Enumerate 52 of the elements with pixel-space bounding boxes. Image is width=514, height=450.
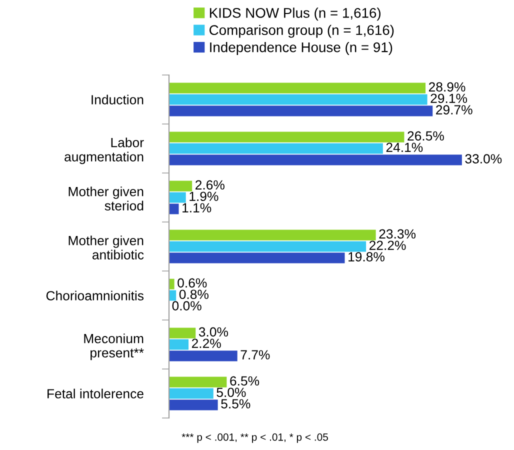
data-label: 23.3%	[379, 229, 416, 239]
data-label: 33.0%	[465, 154, 502, 164]
bar	[169, 180, 192, 192]
bar	[169, 376, 227, 388]
text: *** p < .001, ** p < .01, * p < .05	[182, 433, 328, 443]
data-label: 1.9%	[190, 192, 218, 202]
legend-label: Comparison group (n = 1,616)	[210, 24, 394, 38]
data-label: 5.5%	[221, 399, 250, 408]
data-label: 2.2%	[192, 338, 221, 348]
data-label: 29.7%	[436, 105, 472, 114]
data-label: 7.7%	[240, 350, 270, 360]
data-label: 0.6%	[178, 278, 207, 288]
y-tick-label: Induction	[92, 94, 144, 104]
data-label: 5.0%	[216, 388, 246, 398]
data-label: 19.8%	[348, 252, 384, 262]
bar	[169, 400, 218, 410]
data-label: 3.0%	[198, 327, 228, 337]
data-label: 1.1%	[182, 203, 212, 212]
data-label: 22.2%	[369, 240, 406, 250]
bar	[169, 204, 179, 214]
bar	[169, 132, 404, 142]
data-label: 28.9%	[428, 82, 466, 92]
bar	[169, 143, 383, 154]
bar	[169, 154, 462, 166]
data-label: 26.5%	[408, 131, 444, 141]
bar	[169, 278, 174, 290]
bar	[169, 230, 376, 240]
legend-label: Independence House (n = 91)	[210, 42, 392, 55]
bar	[169, 252, 345, 264]
y-tick-label: Mother given steriod	[68, 186, 144, 210]
y-tick-label: Chorioamnionitis	[46, 290, 144, 300]
bar	[169, 290, 176, 301]
y-tick-label: Mother given antibiotic	[68, 236, 144, 260]
bar	[169, 192, 186, 203]
y-tick-label: Meconium present**	[84, 334, 144, 360]
bar	[169, 388, 214, 399]
data-label: 0.8%	[179, 290, 208, 300]
y-tick-label: Fetal intolerence	[48, 388, 144, 398]
bar	[169, 328, 196, 338]
bar	[169, 94, 428, 105]
bar	[169, 82, 426, 94]
y-tick-label: Labor augmentation	[64, 138, 144, 164]
bar	[169, 241, 366, 252]
data-label: 2.6%	[196, 180, 224, 190]
data-label: 0.0%	[172, 301, 202, 310]
bar	[169, 339, 189, 350]
bar	[169, 350, 238, 362]
data-label: 24.1%	[386, 142, 423, 152]
data-label: 6.5%	[230, 376, 260, 386]
bar	[169, 106, 433, 116]
legend-label: KIDS NOW Plus (n = 1,616)	[210, 8, 380, 21]
data-label: 29.1%	[430, 94, 468, 104]
